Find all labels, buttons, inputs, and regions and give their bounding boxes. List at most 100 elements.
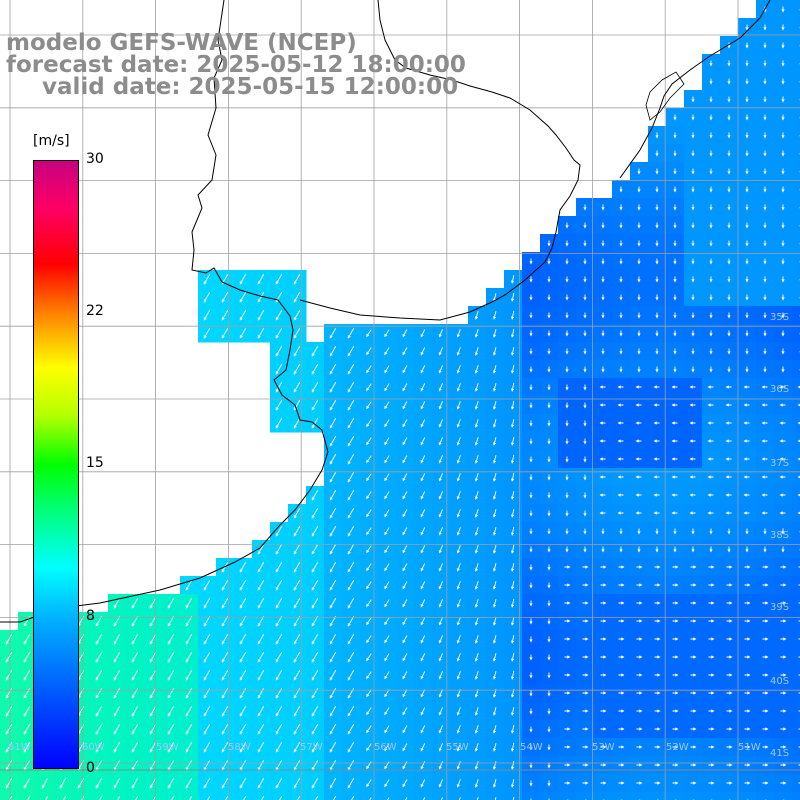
wind-arrow [384,491,390,500]
wind-arrow [456,653,461,662]
wind-arrow [547,564,551,571]
wind-arrow [5,742,13,753]
wind-arrow [311,490,319,501]
wind-arrow [653,493,660,497]
wind-arrow [727,366,731,373]
wind-arrow [672,745,679,749]
wind-arrow [709,168,713,175]
lon-label: 59W [156,742,179,753]
wind-arrow [275,364,283,375]
wind-arrow [402,509,408,518]
wind-arrow [529,708,533,715]
wind-arrow [420,509,426,518]
wind-arrow [95,742,103,753]
wind-arrow [529,420,533,427]
wind-arrow [529,636,533,643]
wind-arrow [492,563,497,572]
wind-arrow [511,742,515,752]
wind-arrow [529,780,533,787]
wind-arrow [511,346,515,356]
wind-arrow [153,796,157,800]
wind-arrow [311,400,319,411]
wind-arrow [203,652,211,663]
wind-cell [792,0,800,19]
wind-arrow [23,670,31,681]
wind-arrow [781,114,785,121]
wind-arrow [745,258,749,265]
wind-arrow [583,402,587,409]
wind-arrow [293,742,301,753]
wind-arrow [420,437,426,446]
wind-arrow [547,582,551,589]
wind-arrow [438,635,443,644]
wind-arrow [619,330,623,337]
wind-arrow [474,707,479,716]
wind-arrow [347,562,355,573]
wind-arrow [420,365,426,374]
wind-arrow [781,132,785,139]
wind-arrow [709,132,713,139]
wind-arrow [221,616,229,627]
wind-arrow [619,294,623,301]
wind-arrow [261,796,265,800]
wind-arrow [547,312,551,319]
wind-arrow [5,670,13,681]
wind-arrow [745,366,749,373]
wind-arrow [402,383,408,392]
wind-cell [792,720,800,739]
wind-arrow [781,330,785,337]
wind-arrow [456,419,461,428]
wind-arrow [456,761,461,770]
wind-arrow [565,402,569,409]
wind-arrow [725,511,732,515]
wind-cell [792,594,800,613]
wind-arrow [311,634,319,645]
wind-arrow [601,546,605,553]
wind-arrow [492,401,497,410]
wind-arrow [492,509,497,518]
wind-arrow [23,724,31,735]
wind-arrow [707,403,714,407]
wind-arrow [530,798,532,800]
wind-arrow [690,709,697,713]
wind-arrow [691,312,695,319]
wind-arrow [456,401,461,410]
wind-arrow [315,796,319,800]
wind-arrow [582,745,589,749]
wind-arrow [565,366,569,373]
wind-arrow [420,527,426,536]
wind-arrow [636,583,643,587]
wind-arrow [329,706,337,717]
lon-label: 53W [592,742,615,753]
wind-cell [396,792,415,800]
wind-arrow [743,421,750,425]
wind-arrow [583,438,587,445]
wind-arrow [474,581,479,590]
lat-label: 40S [770,676,790,687]
wind-arrow [511,454,515,464]
wind-arrow [745,24,749,31]
wind-arrow [637,330,641,337]
wind-arrow [709,60,713,67]
wind-arrow [185,742,193,753]
wind-arrow [5,724,13,735]
wind-arrow [763,60,767,67]
wind-arrow [185,778,193,789]
wind-arrow [366,491,372,500]
wind-arrow [494,797,497,800]
wind-arrow [384,617,390,626]
wind-arrow [798,710,800,712]
wind-arrow [708,565,715,569]
wind-arrow [617,511,624,515]
wind-arrow [402,563,408,572]
wind-arrow [366,383,372,392]
wind-arrow [221,328,229,339]
wind-arrow [63,796,67,800]
wind-arrow [691,204,695,211]
wind-arrow [23,742,31,753]
wind-arrow [384,527,390,536]
wind-cell [666,792,685,800]
wind-arrow [636,709,643,713]
wind-arrow [779,457,786,461]
wind-arrow [239,328,247,339]
